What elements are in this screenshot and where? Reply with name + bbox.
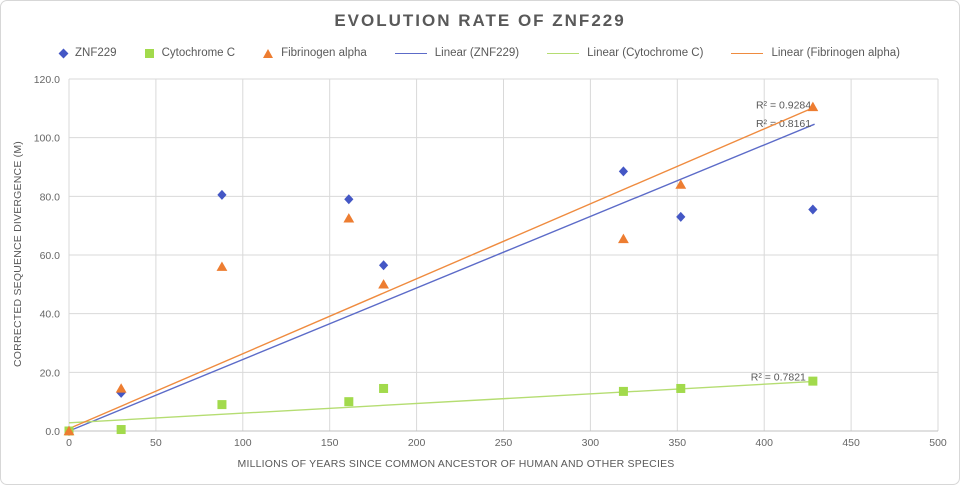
legend-item-cytochrome-c: Cytochrome C bbox=[144, 47, 236, 59]
x-tick-label: 250 bbox=[495, 437, 513, 449]
r2-label-linear-znf229: R² = 0.8161 bbox=[756, 118, 811, 130]
linear-znf229-line-icon bbox=[394, 52, 427, 54]
data-point-znf229 bbox=[808, 204, 818, 215]
y-tick-label: 60.0 bbox=[40, 250, 61, 262]
data-point-znf229 bbox=[116, 387, 126, 398]
fibrinogen-alpha-marker-icon bbox=[263, 48, 274, 58]
data-point-cytochrome-c bbox=[344, 397, 354, 407]
data-point-znf229 bbox=[676, 211, 686, 222]
trendline-linear-cytochrome-c bbox=[68, 380, 815, 424]
y-axis-title: CORRECTED SEQUENCE DIVERGENCE (M) bbox=[12, 141, 24, 367]
x-tick-label: 200 bbox=[408, 437, 426, 449]
legend-label: Fibrinogen alpha bbox=[281, 47, 367, 59]
legend-label: Cytochrome C bbox=[161, 47, 236, 59]
legend-item-fibrinogen-alpha: Fibrinogen alpha bbox=[263, 47, 367, 59]
data-point-cytochrome-c bbox=[217, 400, 227, 410]
x-tick-label: 500 bbox=[929, 437, 947, 449]
data-point-fibrinogen-alpha bbox=[63, 425, 75, 436]
data-point-znf229 bbox=[618, 166, 629, 177]
cytochrome-c-marker-icon bbox=[144, 48, 154, 58]
r2-label-linear-fibrinogen-alpha: R² = 0.9284 bbox=[756, 99, 811, 111]
legend-item-linear-znf229: Linear (ZNF229) bbox=[394, 47, 520, 59]
r2-label-linear-cytochrome-c: R² = 0.7821 bbox=[751, 372, 806, 384]
znf229-marker-icon bbox=[58, 48, 69, 58]
linear-cytochrome-c-line-icon bbox=[547, 52, 580, 54]
x-tick-label: 300 bbox=[582, 437, 600, 449]
data-point-znf229 bbox=[344, 194, 354, 205]
x-tick-label: 350 bbox=[669, 437, 687, 449]
y-tick-label: 40.0 bbox=[40, 309, 61, 321]
data-point-fibrinogen-alpha bbox=[807, 101, 819, 112]
legend-label: ZNF229 bbox=[75, 47, 117, 59]
data-point-fibrinogen-alpha bbox=[216, 261, 228, 271]
data-point-fibrinogen-alpha bbox=[343, 213, 355, 223]
chart-title: EVOLUTION RATE OF ZNF229 bbox=[334, 11, 626, 30]
data-point-fibrinogen-alpha bbox=[115, 383, 127, 393]
x-tick-label: 50 bbox=[150, 437, 162, 449]
x-tick-label: 450 bbox=[842, 437, 860, 449]
data-point-cytochrome-c bbox=[116, 425, 126, 435]
legend-item-linear-fibrinogen-alpha: Linear (Fibrinogen alpha) bbox=[731, 47, 900, 59]
legend-label: Linear (Cytochrome C) bbox=[587, 47, 704, 59]
data-point-fibrinogen-alpha bbox=[675, 179, 687, 189]
data-point-cytochrome-c bbox=[676, 383, 686, 393]
linear-fibrinogen-alpha-line-icon bbox=[731, 52, 764, 54]
data-point-fibrinogen-alpha bbox=[378, 279, 389, 289]
data-point-znf229 bbox=[378, 260, 389, 271]
chart-legend: ZNF229 Cytochrome C Fibrinogen alpha Linear… bbox=[1, 47, 959, 59]
data-point-fibrinogen-alpha bbox=[618, 233, 629, 244]
x-tick-label: 0 bbox=[66, 437, 72, 449]
y-tick-label: 80.0 bbox=[40, 191, 61, 203]
legend-item-znf229: ZNF229 bbox=[58, 47, 117, 59]
x-axis-title: MILLIONS OF YEARS SINCE COMMON ANCESTOR … bbox=[237, 458, 675, 470]
x-tick-label: 100 bbox=[234, 437, 252, 449]
y-tick-label: 100.0 bbox=[34, 133, 60, 145]
x-tick-label: 400 bbox=[755, 437, 773, 449]
y-tick-label: 0.0 bbox=[45, 426, 60, 438]
data-point-cytochrome-c bbox=[618, 386, 628, 396]
x-tick-label: 150 bbox=[321, 437, 339, 449]
trendline-linear-znf229 bbox=[68, 123, 815, 432]
legend-label: Linear (Fibrinogen alpha) bbox=[771, 47, 900, 59]
data-point-cytochrome-c bbox=[379, 383, 389, 393]
legend-label: Linear (ZNF229) bbox=[434, 47, 520, 59]
data-point-cytochrome-c bbox=[808, 376, 818, 386]
y-tick-label: 20.0 bbox=[40, 367, 61, 379]
trendline-linear-fibrinogen-alpha bbox=[68, 106, 815, 430]
y-tick-label: 120.0 bbox=[34, 74, 60, 86]
legend-item-linear-cytochrome-c: Linear (Cytochrome C) bbox=[547, 47, 703, 59]
data-point-znf229 bbox=[217, 189, 227, 200]
